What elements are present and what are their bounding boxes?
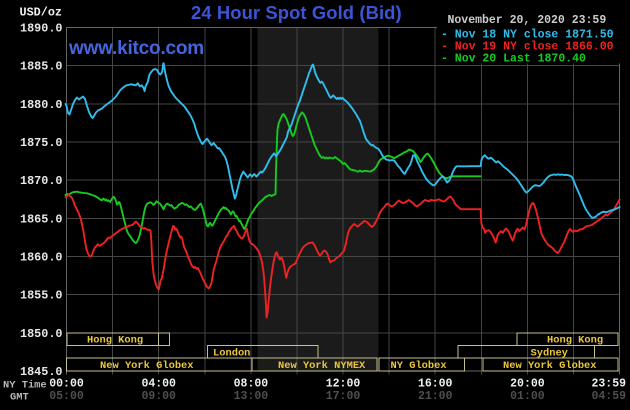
svg-text:London: London xyxy=(213,347,250,359)
svg-text:23:59: 23:59 xyxy=(591,377,626,390)
svg-text:1855.0: 1855.0 xyxy=(20,289,62,303)
svg-text:01:00: 01:00 xyxy=(510,390,545,403)
svg-text:NY Time: NY Time xyxy=(3,379,47,391)
svg-text:www.kitco.com: www.kitco.com xyxy=(68,38,204,59)
svg-text:November 20, 2020 23:59: November 20, 2020 23:59 xyxy=(448,14,607,27)
svg-text:00:00: 00:00 xyxy=(49,377,84,390)
svg-text:1880.0: 1880.0 xyxy=(20,98,62,112)
svg-text:- Nov 18 NY close 1871.50: - Nov 18 NY close 1871.50 xyxy=(441,29,614,42)
svg-text:GMT: GMT xyxy=(10,392,29,404)
svg-text:USD/oz: USD/oz xyxy=(20,6,62,20)
svg-text:16:00: 16:00 xyxy=(418,377,453,390)
svg-text:13:00: 13:00 xyxy=(234,390,269,403)
svg-text:09:00: 09:00 xyxy=(141,390,176,403)
svg-text:1865.0: 1865.0 xyxy=(20,212,62,226)
svg-text:- Nov 20 Last 1870.40: - Nov 20 Last 1870.40 xyxy=(441,53,586,66)
svg-text:04:59: 04:59 xyxy=(591,390,626,403)
svg-text:Hong Kong: Hong Kong xyxy=(87,335,143,347)
svg-text:12:00: 12:00 xyxy=(326,377,361,390)
svg-text:1850.0: 1850.0 xyxy=(20,327,62,341)
svg-text:- Nov 19 NY close 1866.00: - Nov 19 NY close 1866.00 xyxy=(441,41,614,54)
svg-text:1860.0: 1860.0 xyxy=(20,251,62,265)
svg-text:20:00: 20:00 xyxy=(510,377,545,390)
svg-text:New York NYMEX: New York NYMEX xyxy=(278,360,366,372)
svg-text:New York Globex: New York Globex xyxy=(100,360,194,372)
svg-text:1875.0: 1875.0 xyxy=(20,136,62,150)
svg-text:Sydney: Sydney xyxy=(531,347,569,359)
svg-text:24 Hour Spot Gold (Bid): 24 Hour Spot Gold (Bid) xyxy=(191,2,402,23)
svg-text:1890.0: 1890.0 xyxy=(20,22,62,36)
svg-text:05:00: 05:00 xyxy=(49,390,84,403)
svg-text:1845.0: 1845.0 xyxy=(20,365,62,379)
svg-text:1870.0: 1870.0 xyxy=(20,174,62,188)
svg-text:17:00: 17:00 xyxy=(326,390,361,403)
svg-text:1885.0: 1885.0 xyxy=(20,60,62,74)
svg-text:08:00: 08:00 xyxy=(234,377,269,390)
svg-text:New York Globex: New York Globex xyxy=(503,360,597,372)
svg-text:21:00: 21:00 xyxy=(418,390,453,403)
svg-text:04:00: 04:00 xyxy=(141,377,176,390)
svg-text:NY Globex: NY Globex xyxy=(391,360,447,372)
svg-text:Hong Kong: Hong Kong xyxy=(547,335,603,347)
